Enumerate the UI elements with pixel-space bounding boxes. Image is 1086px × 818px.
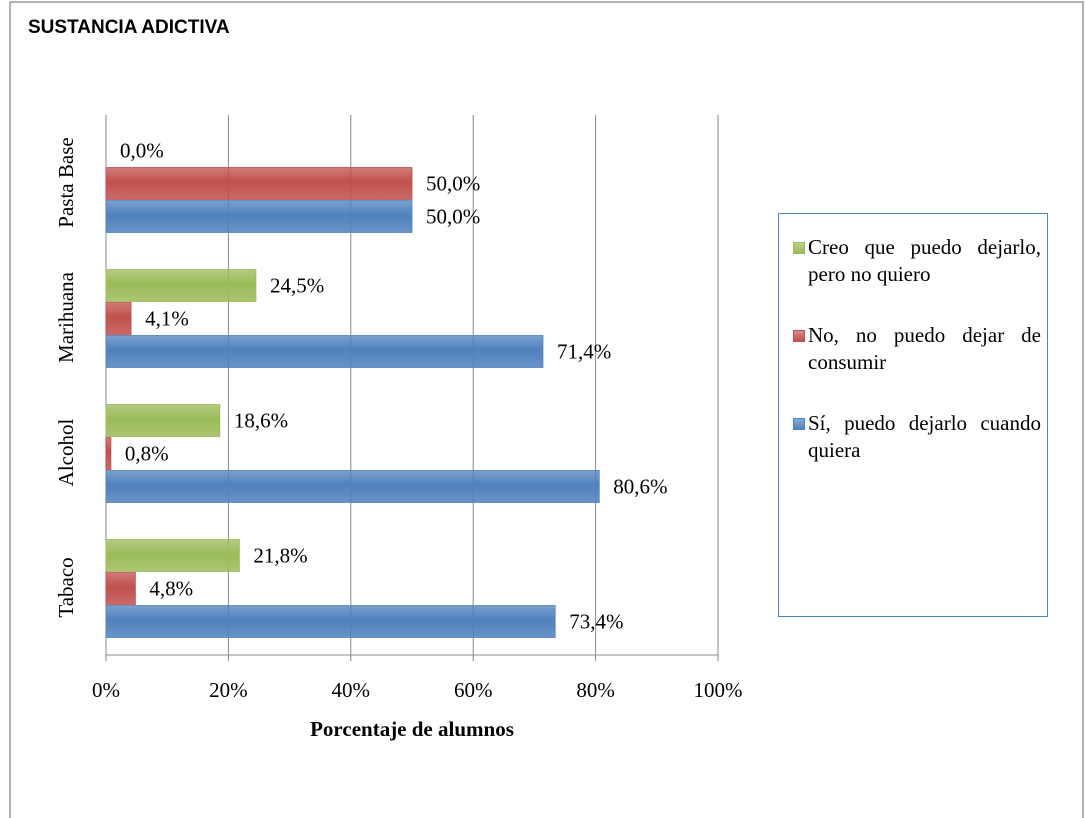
y-tick-label: Tabaco <box>54 557 78 617</box>
frame <box>9 1 1084 818</box>
x-tick-label: 20% <box>209 678 248 702</box>
legend-label: Sí, puedo dejarlo cuando quiera <box>808 411 1041 462</box>
legend-entry: Creo que puedo dejarlo, pero no quiero <box>793 234 1041 288</box>
value-label: 21,8% <box>253 543 307 567</box>
bar <box>105 167 413 200</box>
bar <box>105 302 132 335</box>
legend-entry: No, no puedo dejar de consumir <box>793 322 1041 376</box>
legend-swatch <box>793 330 805 342</box>
bar <box>105 269 257 302</box>
legend-swatch <box>793 242 805 254</box>
value-label: 0,8% <box>125 441 169 465</box>
y-tick-label: Pasta Base <box>54 137 78 227</box>
value-label: 4,1% <box>145 306 189 330</box>
value-label: 50,0% <box>426 204 480 228</box>
x-tick-label: 60% <box>454 678 493 702</box>
bar <box>105 605 556 638</box>
bar <box>105 572 136 605</box>
value-label: 50,0% <box>426 171 480 195</box>
bar <box>105 335 544 368</box>
bar <box>105 404 221 437</box>
bar <box>105 437 112 470</box>
x-tick-label: 0% <box>92 678 120 702</box>
x-axis-label: Porcentaje de alumnos <box>310 717 514 741</box>
legend: Creo que puedo dejarlo, pero no quiero No… <box>778 213 1048 617</box>
legend-entry: Sí, puedo dejarlo cuando quiera <box>793 410 1041 464</box>
bar <box>105 200 413 233</box>
value-label: 0,0% <box>120 138 164 162</box>
y-tick-label: Alcohol <box>54 419 78 487</box>
x-tick-label: 80% <box>576 678 615 702</box>
value-label: 4,8% <box>149 576 193 600</box>
legend-label: Creo que puedo dejarlo, pero no quiero <box>808 235 1041 286</box>
bar <box>105 470 600 503</box>
value-label: 71,4% <box>557 339 611 363</box>
value-label: 73,4% <box>569 609 623 633</box>
chart-title: SUSTANCIA ADICTIVA <box>28 17 230 38</box>
bar <box>105 539 240 572</box>
x-tick-label: 100% <box>694 678 743 702</box>
legend-label: No, no puedo dejar de consumir <box>808 323 1041 374</box>
value-label: 18,6% <box>234 408 288 432</box>
value-label: 24,5% <box>270 273 324 297</box>
x-tick-label: 40% <box>332 678 371 702</box>
legend-swatch <box>793 418 805 430</box>
y-tick-label: Marihuana <box>54 271 78 363</box>
value-label: 80,6% <box>613 474 667 498</box>
